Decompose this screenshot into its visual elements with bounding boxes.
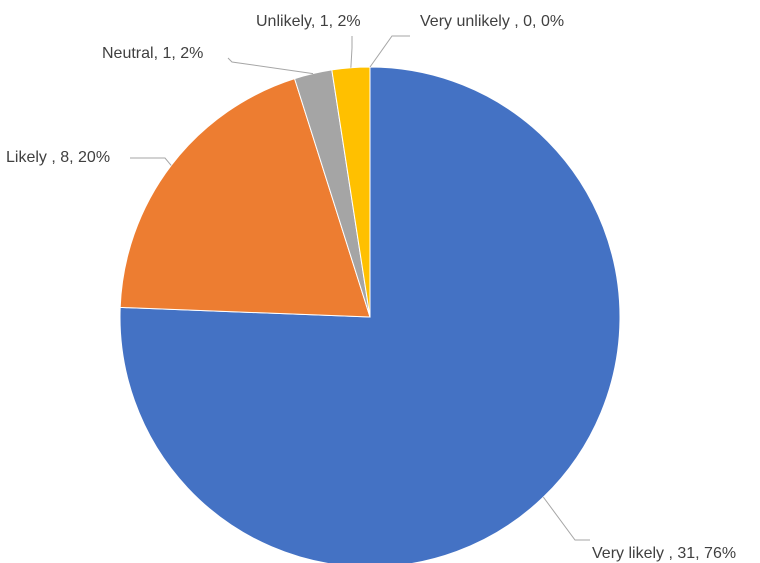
leader-line-very-likely (542, 496, 590, 541)
pie-slices (119, 66, 621, 563)
leader-line-neutral (227, 57, 314, 75)
data-label-unlikely: Unlikely, 1, 2% (256, 13, 361, 30)
data-labels: Very likely , 31, 76% Likely , 8, 20% Ne… (6, 13, 736, 562)
pie-slice-unlikely (331, 66, 371, 318)
data-label-very-unlikely: Very unlikely , 0, 0% (420, 13, 564, 30)
data-label-very-likely: Very likely , 31, 76% (592, 545, 736, 562)
data-label-neutral: Neutral, 1, 2% (102, 45, 203, 62)
leader-line-unlikely (350, 36, 353, 68)
leader-lines (130, 35, 590, 541)
leader-line-likely (130, 157, 172, 166)
data-label-likely: Likely , 8, 20% (6, 149, 110, 166)
leader-line-very-unlikely (369, 35, 410, 68)
